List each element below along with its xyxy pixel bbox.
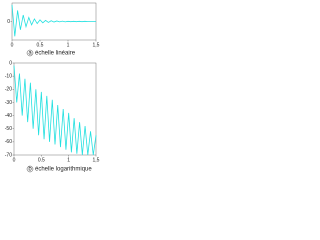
signal-line [13,65,97,156]
caption: échelle logarithmique [35,167,92,173]
y-tick-label: 0 [7,19,10,25]
x-tick-label: 0 [13,157,16,163]
caption: échelle linéaire [35,51,76,57]
caption-badge [26,49,34,57]
y-tick-label: -30 [5,100,12,106]
x-tick-label: 1,5 [93,157,100,163]
caption-letter: a [28,51,32,57]
caption-badge [26,165,34,173]
caption-letter: b [28,167,32,173]
x-tick-label: 0.5 [37,42,44,48]
x-tick-label: 1 [67,157,70,163]
signal-line [11,4,96,37]
y-tick-label: -20 [5,87,12,93]
y-tick-label: -60 [5,139,12,145]
x-tick-label: 1,5 [93,42,100,48]
y-tick-label: -40 [5,113,12,119]
y-tick-label: -70 [5,152,12,158]
x-tick-label: 0.5 [38,157,45,163]
page: {"chart_data":[ {"type":"line","label":"… [4,2,100,173]
y-tick-label: 0 [9,60,12,66]
y-tick-label: -50 [5,126,12,132]
plot-frame [13,62,97,156]
x-tick-label: 1 [67,42,70,48]
y-tick-label: -10 [5,73,12,79]
figure: 0 0 0.5 1 1,5 a échelle linéaire 0 -10 -20 -30 -40 -… [5,2,100,173]
x-tick-label: 0 [11,42,14,48]
